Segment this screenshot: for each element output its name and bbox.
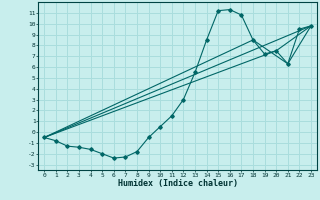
X-axis label: Humidex (Indice chaleur): Humidex (Indice chaleur)	[118, 179, 238, 188]
